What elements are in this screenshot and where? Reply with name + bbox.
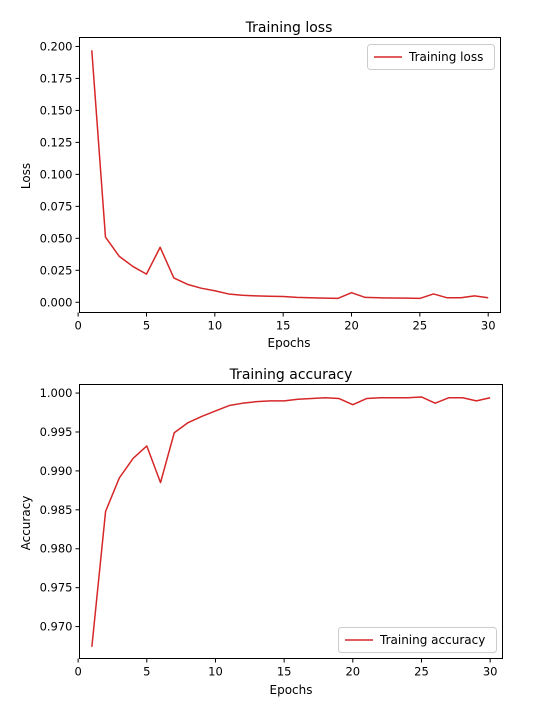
x-axis-label: Epochs bbox=[268, 336, 311, 350]
series-line bbox=[91, 396, 491, 647]
x-tick-label: 20 bbox=[344, 319, 359, 333]
x-axis-label: Epochs bbox=[270, 683, 313, 697]
x-tick-label: 30 bbox=[483, 665, 498, 679]
x-tick-label: 5 bbox=[143, 665, 150, 679]
y-tick-label: 0.050 bbox=[40, 231, 73, 245]
x-tick-label: 5 bbox=[143, 319, 150, 333]
x-tick-label: 15 bbox=[276, 319, 291, 333]
x-tick-label: 10 bbox=[208, 665, 223, 679]
plot-frame bbox=[79, 37, 501, 313]
y-tick-label: 0.000 bbox=[40, 295, 73, 309]
plot-frame bbox=[79, 384, 503, 659]
chart-title: Training accuracy bbox=[229, 367, 353, 383]
legend: Training loss bbox=[367, 44, 495, 70]
y-tick-label: 1.000 bbox=[40, 386, 73, 400]
y-tick-label: 0.025 bbox=[40, 263, 73, 277]
legend-entry: Training accuracy bbox=[379, 633, 485, 647]
x-tick-label: 30 bbox=[481, 319, 496, 333]
y-tick-label: 0.975 bbox=[40, 581, 73, 595]
y-tick-label: 0.150 bbox=[40, 103, 73, 117]
y-tick-label: 0.100 bbox=[40, 167, 73, 181]
x-tick-label: 0 bbox=[74, 665, 81, 679]
y-tick-label: 0.075 bbox=[40, 199, 73, 213]
legend-box bbox=[367, 44, 495, 70]
legend: Training accuracy bbox=[338, 627, 497, 653]
series-group bbox=[91, 396, 491, 647]
x-ticks: 0 5 10 15 20 25 30 bbox=[74, 312, 496, 333]
x-tick-label: 25 bbox=[413, 319, 428, 333]
y-ticks: 0.000 0.025 0.050 0.075 0.100 0.125 0.150 0.175… bbox=[40, 39, 80, 309]
y-tick-label: 0.990 bbox=[40, 464, 73, 478]
x-tick-label: 10 bbox=[208, 319, 223, 333]
series-line bbox=[91, 50, 489, 300]
legend-box bbox=[338, 627, 497, 653]
x-tick-label: 15 bbox=[277, 665, 292, 679]
y-tick-label: 0.970 bbox=[40, 620, 73, 634]
y-tick-label: 0.985 bbox=[40, 503, 73, 517]
accuracy-chart: Training accuracy 0.9700.9750.9800.9850.… bbox=[19, 367, 503, 697]
y-axis-label: Loss bbox=[19, 163, 33, 189]
chart-title: Training loss bbox=[245, 20, 333, 36]
x-ticks: 0 5 10 15 20 25 30 bbox=[74, 658, 498, 679]
x-tick-label: 20 bbox=[345, 665, 360, 679]
x-tick-label: 0 bbox=[74, 319, 81, 333]
y-tick-label: 0.995 bbox=[40, 425, 73, 439]
y-axis-label: Accuracy bbox=[19, 496, 33, 551]
y-tick-label: 0.175 bbox=[40, 71, 73, 85]
x-tick-label: 25 bbox=[414, 665, 429, 679]
loss-chart: Training loss 0.0000.0250.0500.0750.1000… bbox=[19, 20, 501, 350]
y-tick-label: 0.125 bbox=[40, 135, 73, 149]
y-tick-label: 0.980 bbox=[40, 542, 73, 556]
y-tick-label: 0.200 bbox=[40, 39, 73, 53]
y-ticks: 0.970 0.975 0.980 0.985 0.990 0.995 1.000 bbox=[40, 386, 80, 634]
series-group bbox=[91, 50, 489, 300]
legend-entry: Training loss bbox=[408, 50, 483, 64]
